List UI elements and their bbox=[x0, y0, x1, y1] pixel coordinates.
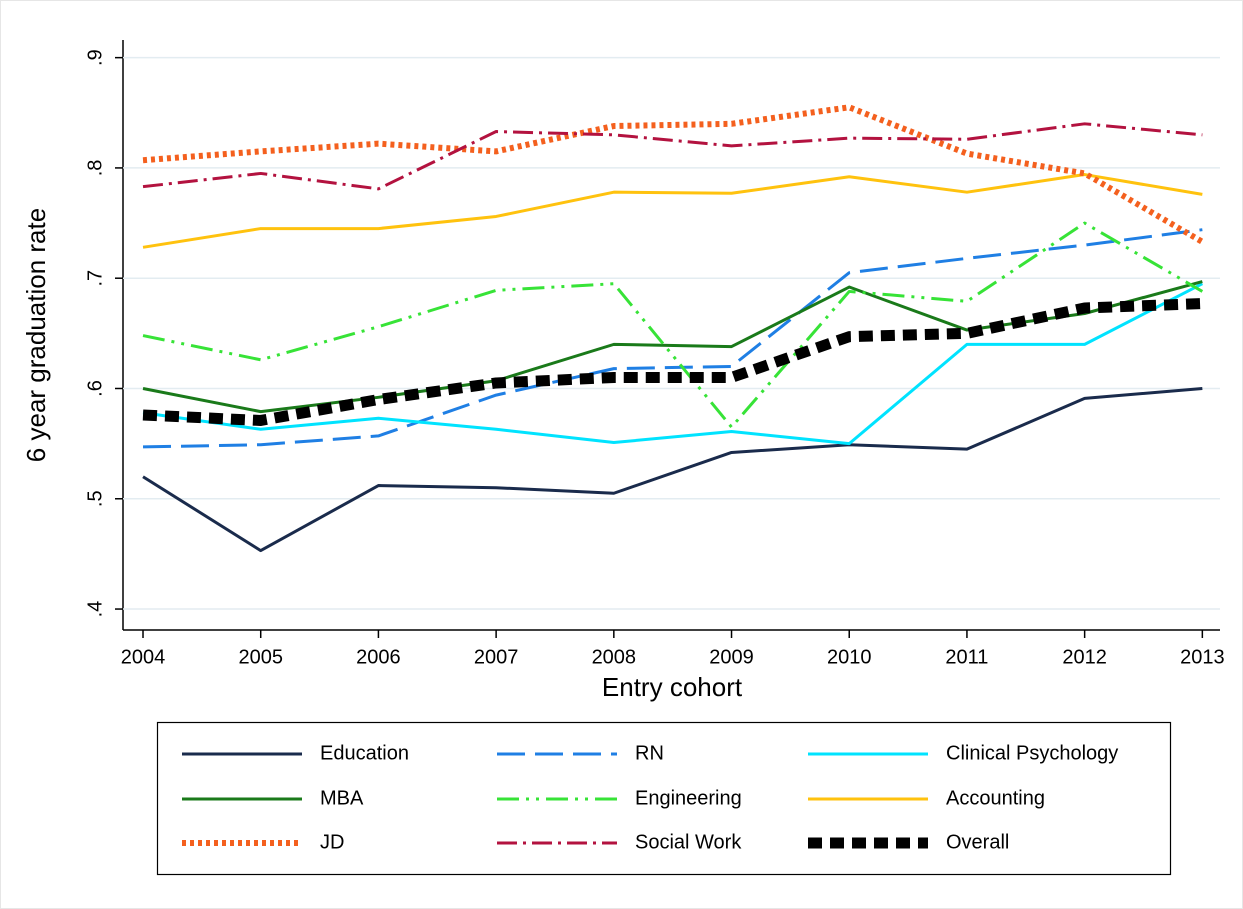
legend-label: Social Work bbox=[635, 831, 742, 853]
legend-label: MBA bbox=[320, 787, 364, 809]
x-tick-label: 2009 bbox=[709, 646, 754, 668]
legend-label: Clinical Psychology bbox=[946, 742, 1118, 764]
y-tick-label: .7 bbox=[84, 270, 106, 287]
y-tick-label: .8 bbox=[84, 160, 106, 177]
x-tick-label: 2004 bbox=[121, 646, 166, 668]
y-tick-label: .4 bbox=[84, 601, 106, 618]
legend-label: Engineering bbox=[635, 787, 742, 809]
series-line bbox=[142, 104, 1204, 245]
series-line bbox=[142, 298, 1203, 426]
series-line bbox=[142, 122, 1203, 191]
series-line bbox=[142, 386, 1203, 553]
x-tick-label: 2013 bbox=[1180, 646, 1225, 668]
x-axis-title: Entry cohort bbox=[602, 672, 743, 702]
x-tick-label: 2008 bbox=[592, 646, 637, 668]
y-tick-label: .9 bbox=[84, 49, 106, 66]
series-line bbox=[142, 282, 1204, 446]
x-tick-label: 2007 bbox=[474, 646, 519, 668]
legend-label: RN bbox=[635, 742, 664, 764]
x-tick-label: 2012 bbox=[1062, 646, 1107, 668]
legend-label: Accounting bbox=[946, 787, 1045, 809]
x-tick-label: 2005 bbox=[238, 646, 283, 668]
y-tick-label: .5 bbox=[84, 490, 106, 507]
series-line bbox=[142, 228, 1203, 449]
y-tick-label: .6 bbox=[84, 380, 106, 397]
x-tick-label: 2010 bbox=[827, 646, 872, 668]
legend-label: JD bbox=[320, 831, 344, 853]
x-tick-label: 2011 bbox=[945, 646, 988, 668]
series-line bbox=[142, 173, 1203, 249]
series-line bbox=[142, 221, 1204, 429]
x-tick-label: 2006 bbox=[356, 646, 401, 668]
y-axis-title: 6 year graduation rate bbox=[21, 208, 51, 462]
legend-label: Education bbox=[320, 742, 409, 764]
legend-box bbox=[156, 721, 1172, 876]
legend-label: Overall bbox=[946, 831, 1009, 853]
